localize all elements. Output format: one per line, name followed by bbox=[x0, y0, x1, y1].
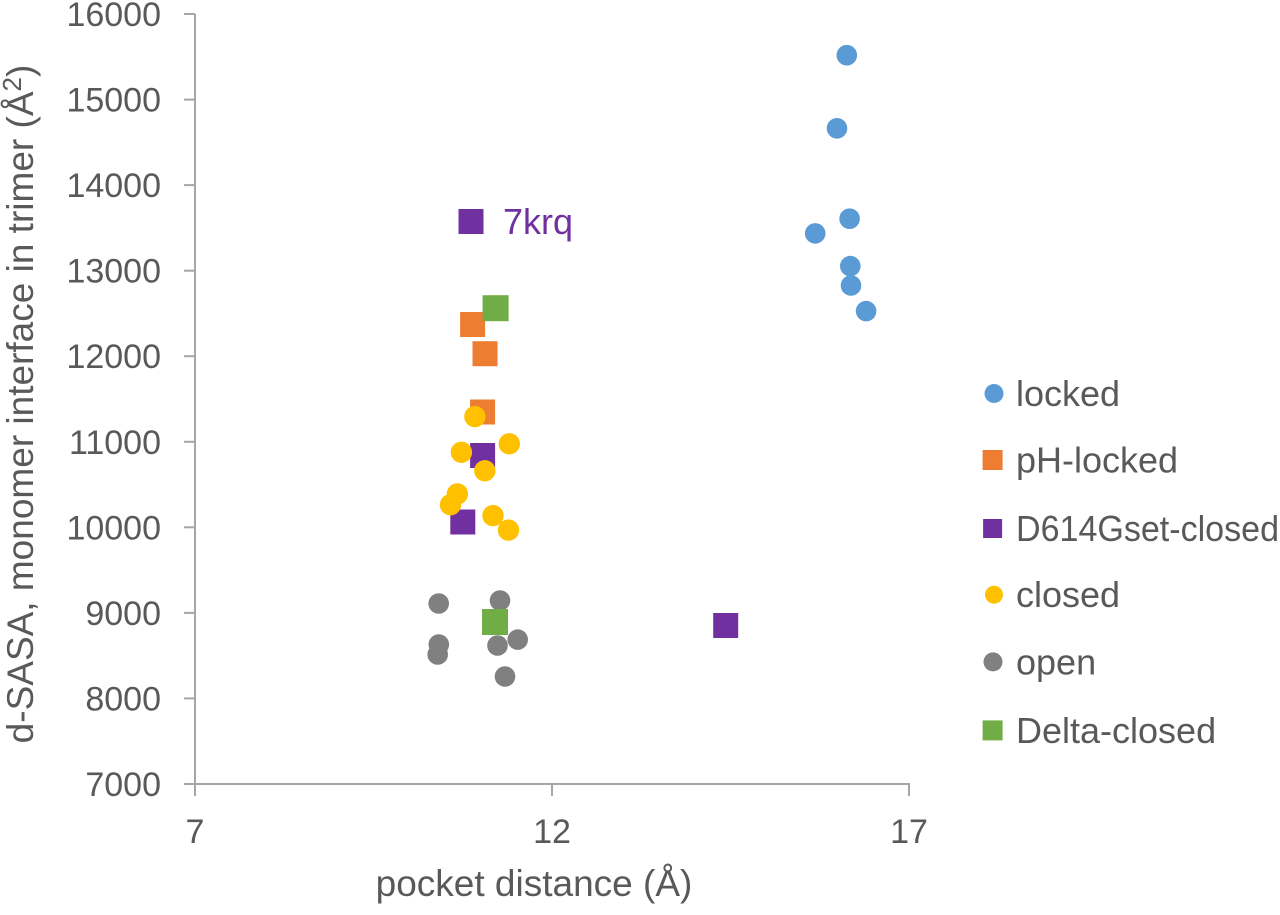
svg-text:17: 17 bbox=[890, 813, 928, 851]
svg-text:11000: 11000 bbox=[69, 424, 161, 462]
svg-text:7: 7 bbox=[186, 813, 205, 851]
svg-text:7krq: 7krq bbox=[503, 201, 573, 242]
svg-text:Delta-closed: Delta-closed bbox=[1016, 710, 1216, 751]
svg-text:open: open bbox=[1016, 642, 1096, 683]
svg-text:10000: 10000 bbox=[66, 509, 161, 547]
svg-text:D614Gset-closed: D614Gset-closed bbox=[1016, 508, 1279, 549]
svg-text:7000: 7000 bbox=[85, 766, 161, 804]
svg-text:16000: 16000 bbox=[66, 0, 161, 34]
svg-text:d-SASA, monomer interface in t: d-SASA, monomer interface in trimer (Å2) bbox=[0, 65, 41, 744]
svg-text:13000: 13000 bbox=[66, 253, 161, 291]
svg-text:12000: 12000 bbox=[66, 338, 161, 376]
svg-text:14000: 14000 bbox=[66, 167, 161, 205]
svg-text:9000: 9000 bbox=[85, 595, 161, 633]
svg-text:15000: 15000 bbox=[66, 82, 161, 120]
svg-text:pH-locked: pH-locked bbox=[1016, 440, 1178, 481]
svg-text:pocket distance (Å): pocket distance (Å) bbox=[376, 863, 693, 904]
svg-text:8000: 8000 bbox=[85, 680, 161, 718]
svg-text:closed: closed bbox=[1016, 574, 1120, 615]
svg-text:12: 12 bbox=[533, 813, 571, 851]
svg-text:locked: locked bbox=[1016, 373, 1120, 414]
